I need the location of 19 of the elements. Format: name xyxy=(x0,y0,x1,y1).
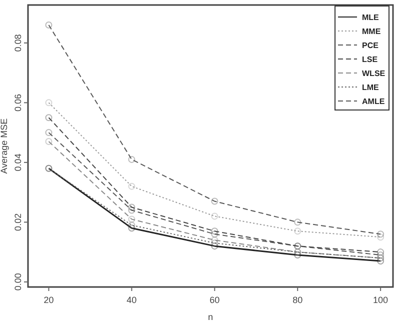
legend-label: MME xyxy=(362,27,382,36)
legend-label: LSE xyxy=(362,55,378,64)
y-tick-label: 0.02 xyxy=(13,213,23,231)
legend-label: PCE xyxy=(362,41,380,50)
x-tick-label: 80 xyxy=(292,295,303,305)
x-tick-label: 20 xyxy=(44,295,54,305)
y-tick-label: 0.08 xyxy=(13,34,23,52)
x-tick-label: 60 xyxy=(210,295,220,305)
y-tick-label: 0.00 xyxy=(13,273,23,291)
y-axis-title: Average MSE xyxy=(0,118,9,174)
legend-label: MLE xyxy=(362,13,380,22)
x-tick-label: 100 xyxy=(373,295,388,305)
y-tick-label: 0.06 xyxy=(13,94,23,112)
legend-label: LME xyxy=(362,83,380,92)
legend-label: WLSE xyxy=(362,69,386,78)
x-tick-label: 40 xyxy=(126,295,137,305)
legend-label: AMLE xyxy=(362,97,386,106)
x-axis-title: n xyxy=(208,312,214,322)
y-tick-label: 0.04 xyxy=(13,154,23,172)
